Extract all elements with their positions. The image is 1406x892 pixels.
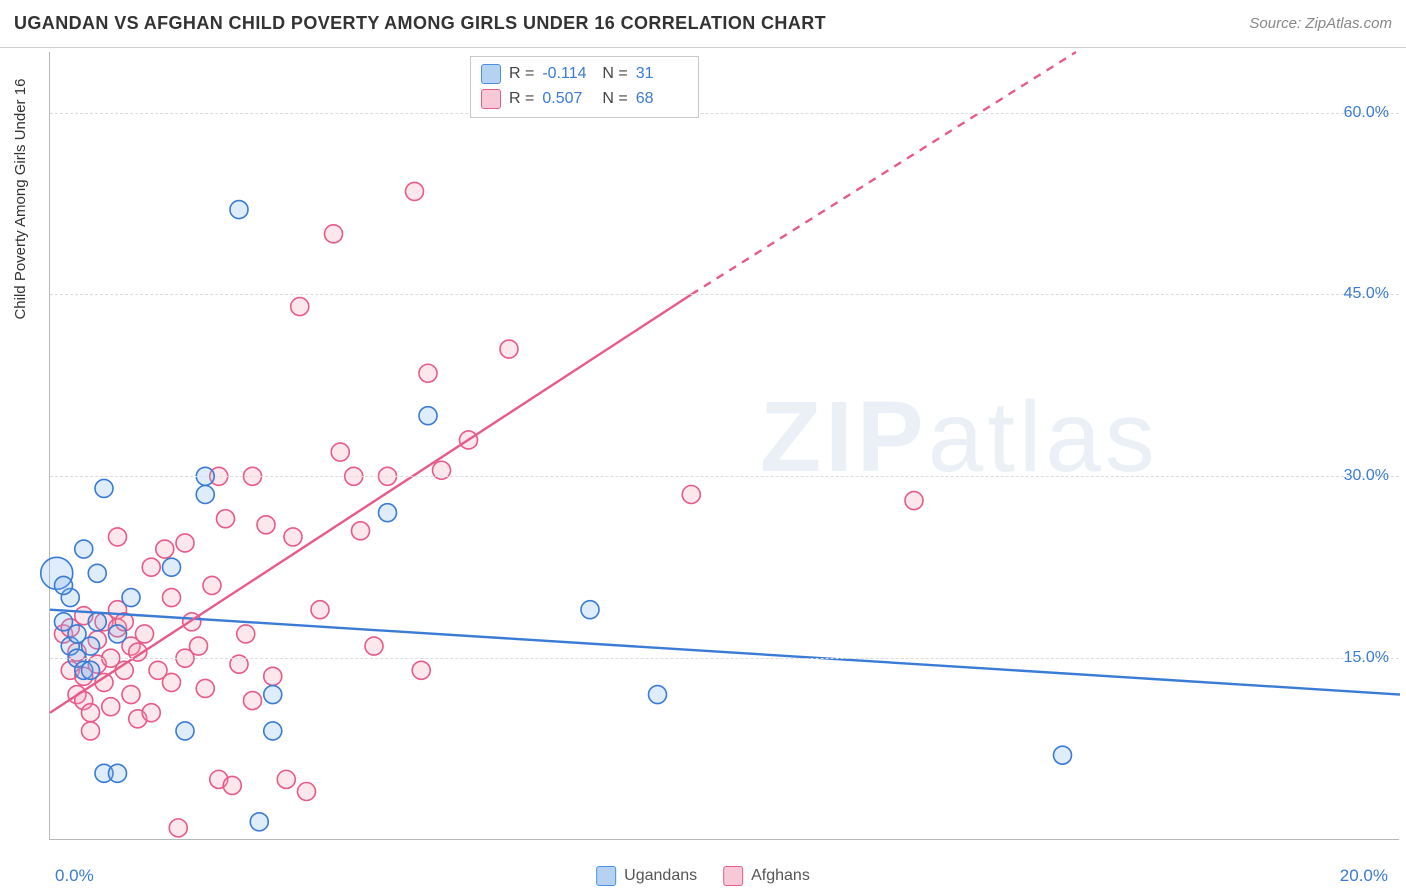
- data-point: [237, 625, 255, 643]
- y-tick-label: 30.0%: [1344, 467, 1389, 485]
- data-point: [284, 528, 302, 546]
- legend-swatch: [481, 64, 501, 84]
- data-point: [230, 201, 248, 219]
- data-point: [88, 613, 106, 631]
- data-point: [419, 364, 437, 382]
- data-point: [379, 504, 397, 522]
- x-tick-min: 0.0%: [55, 866, 94, 886]
- data-point: [649, 686, 667, 704]
- grid-line: [50, 476, 1399, 477]
- correlation-legend: R = -0.114 N = 31 R = 0.507 N = 68: [470, 56, 699, 118]
- n-value: 68: [636, 87, 688, 112]
- data-point: [82, 722, 100, 740]
- source-prefix: Source:: [1249, 15, 1301, 32]
- r-value: 0.507: [542, 87, 594, 112]
- data-point: [109, 625, 127, 643]
- data-point: [196, 679, 214, 697]
- data-point: [500, 340, 518, 358]
- data-point: [142, 558, 160, 576]
- data-point: [163, 673, 181, 691]
- data-point: [406, 182, 424, 200]
- data-point: [331, 443, 349, 461]
- r-label: R =: [509, 62, 534, 87]
- data-point: [82, 704, 100, 722]
- data-point: [257, 516, 275, 534]
- y-tick-label: 15.0%: [1344, 649, 1389, 667]
- legend-item: Ugandans: [596, 866, 697, 886]
- chart-title: UGANDAN VS AFGHAN CHILD POVERTY AMONG GI…: [14, 13, 826, 34]
- data-point: [82, 661, 100, 679]
- data-point: [156, 540, 174, 558]
- data-point: [277, 770, 295, 788]
- r-label: R =: [509, 87, 534, 112]
- data-point: [217, 510, 235, 528]
- grid-line: [50, 294, 1399, 295]
- data-point: [55, 576, 73, 594]
- y-axis-title: Child Poverty Among Girls Under 16: [12, 79, 29, 320]
- data-point: [142, 704, 160, 722]
- data-point: [203, 576, 221, 594]
- legend-row: R = 0.507 N = 68: [481, 87, 688, 112]
- data-point: [82, 637, 100, 655]
- legend-item: Afghans: [723, 866, 810, 886]
- data-point: [264, 686, 282, 704]
- data-point: [102, 698, 120, 716]
- y-tick-label: 45.0%: [1344, 285, 1389, 303]
- n-value: 31: [636, 62, 688, 87]
- data-point: [298, 783, 316, 801]
- data-point: [250, 813, 268, 831]
- legend-label: Afghans: [751, 867, 810, 885]
- data-point: [223, 776, 241, 794]
- data-point: [176, 722, 194, 740]
- n-label: N =: [602, 62, 627, 87]
- data-point: [75, 540, 93, 558]
- y-tick-label: 60.0%: [1344, 104, 1389, 122]
- data-point: [311, 601, 329, 619]
- data-point: [264, 667, 282, 685]
- trend-line-ugandans: [50, 610, 1400, 695]
- n-label: N =: [602, 87, 627, 112]
- legend-swatch: [596, 866, 616, 886]
- data-point: [244, 692, 262, 710]
- legend-swatch: [723, 866, 743, 886]
- data-point: [581, 601, 599, 619]
- data-point: [95, 479, 113, 497]
- data-point: [169, 819, 187, 837]
- grid-line: [50, 658, 1399, 659]
- source-name: ZipAtlas.com: [1305, 15, 1392, 32]
- chart-plot-area: 15.0% 30.0% 45.0% 60.0%: [49, 52, 1399, 840]
- scatter-plot-svg: [50, 52, 1399, 839]
- data-point: [196, 485, 214, 503]
- x-tick-max: 20.0%: [1340, 866, 1388, 886]
- data-point: [136, 625, 154, 643]
- source-label: Source: ZipAtlas.com: [1249, 15, 1392, 32]
- data-point: [190, 637, 208, 655]
- data-point: [109, 764, 127, 782]
- legend-label: Ugandans: [624, 867, 697, 885]
- r-value: -0.114: [542, 62, 594, 87]
- data-point: [365, 637, 383, 655]
- data-point: [176, 534, 194, 552]
- data-point: [352, 522, 370, 540]
- data-point: [905, 492, 923, 510]
- data-point: [291, 298, 309, 316]
- data-point: [325, 225, 343, 243]
- data-point: [122, 589, 140, 607]
- data-point: [682, 485, 700, 503]
- data-point: [1054, 746, 1072, 764]
- data-point: [419, 407, 437, 425]
- data-point: [122, 686, 140, 704]
- data-point: [163, 558, 181, 576]
- legend-row: R = -0.114 N = 31: [481, 62, 688, 87]
- series-legend: Ugandans Afghans: [596, 866, 810, 886]
- data-point: [412, 661, 430, 679]
- legend-swatch: [481, 89, 501, 109]
- data-point: [88, 564, 106, 582]
- data-point: [163, 589, 181, 607]
- grid-line: [50, 113, 1399, 114]
- chart-header: UGANDAN VS AFGHAN CHILD POVERTY AMONG GI…: [0, 0, 1406, 48]
- data-point: [264, 722, 282, 740]
- trend-line-afghans-extrapolated: [691, 52, 1076, 294]
- data-point: [109, 528, 127, 546]
